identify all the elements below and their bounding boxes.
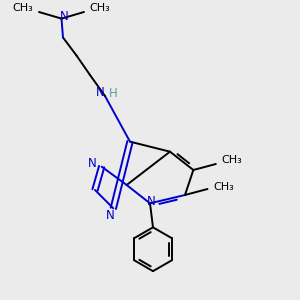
Text: N: N	[88, 157, 97, 170]
Text: CH₃: CH₃	[213, 182, 234, 193]
Text: N: N	[60, 10, 69, 23]
Text: CH₃: CH₃	[13, 3, 34, 14]
Text: H: H	[109, 87, 118, 100]
Text: CH₃: CH₃	[221, 155, 242, 165]
Text: N: N	[106, 209, 115, 222]
Text: N: N	[96, 86, 105, 100]
Text: N: N	[147, 195, 156, 208]
Text: CH₃: CH₃	[89, 3, 110, 14]
